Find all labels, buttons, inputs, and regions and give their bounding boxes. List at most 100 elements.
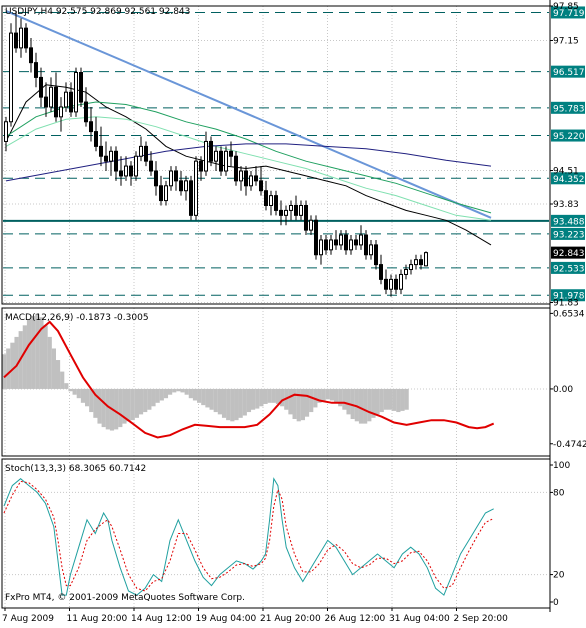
candle-body bbox=[204, 140, 208, 172]
x-axis-tick-label: 7 Aug 2009 bbox=[2, 614, 54, 624]
macd-histogram-bar bbox=[176, 388, 181, 392]
trendline bbox=[5, 10, 492, 219]
candle bbox=[79, 67, 83, 107]
candle-body bbox=[334, 239, 338, 246]
macd-histogram-bar bbox=[10, 342, 15, 389]
macd-histogram-bar bbox=[309, 388, 314, 413]
candle bbox=[19, 18, 23, 58]
candle bbox=[269, 190, 273, 216]
candle-body bbox=[394, 278, 398, 290]
macd-histogram-bar bbox=[371, 388, 376, 418]
stoch-main-line bbox=[3, 477, 494, 596]
candle bbox=[139, 136, 143, 162]
candle bbox=[329, 235, 333, 255]
candle-body bbox=[389, 278, 393, 290]
candle bbox=[349, 235, 353, 255]
macd-histogram-bar bbox=[329, 388, 335, 401]
macd-histogram-bar bbox=[263, 388, 268, 404]
candle bbox=[39, 67, 43, 107]
candle-body bbox=[99, 145, 103, 157]
macd-histogram-bar bbox=[358, 388, 364, 424]
candle-body bbox=[44, 96, 48, 108]
macd-layer bbox=[2, 313, 495, 439]
copyright-label: FxPro MT4, © 2001-2009 MetaQuotes Softwa… bbox=[5, 593, 245, 603]
candle-body bbox=[49, 86, 53, 108]
last-price-label: 92.843 bbox=[553, 249, 585, 259]
candle bbox=[154, 161, 158, 196]
macd-histogram-bar bbox=[35, 313, 40, 389]
candle bbox=[299, 200, 303, 221]
x-axis-tick-label: 31 Aug 04:00 bbox=[389, 614, 450, 624]
macd-histogram-bar bbox=[213, 388, 218, 413]
candle bbox=[54, 72, 58, 122]
x-axis-tick-label: 26 Aug 12:00 bbox=[325, 614, 386, 624]
candle bbox=[224, 146, 228, 176]
macd-histogram-bar bbox=[163, 388, 169, 399]
candle-body bbox=[359, 234, 363, 246]
macd-histogram-bar bbox=[209, 388, 214, 410]
macd-histogram-bar bbox=[93, 388, 98, 418]
macd-histogram-bar bbox=[205, 388, 210, 408]
candle bbox=[374, 239, 378, 270]
macd-histogram-bar bbox=[22, 325, 27, 389]
macd-histogram-bar bbox=[275, 388, 281, 404]
candle-body bbox=[409, 264, 413, 271]
macd-histogram-bar bbox=[288, 388, 293, 415]
candle-body bbox=[19, 27, 23, 49]
candle bbox=[404, 264, 408, 280]
candle-body bbox=[69, 91, 73, 113]
y-axis-tick-label: 91.83 bbox=[553, 299, 579, 309]
candle bbox=[339, 230, 343, 250]
candle-body bbox=[354, 239, 358, 246]
candle bbox=[49, 77, 53, 112]
candle-body bbox=[144, 145, 148, 162]
macd-histogram-bar bbox=[147, 388, 152, 410]
macd-histogram-bar bbox=[172, 388, 177, 393]
candle-body bbox=[379, 264, 383, 280]
candle-body bbox=[374, 244, 378, 266]
macd-histogram-bar bbox=[304, 388, 310, 417]
candle-body bbox=[54, 86, 58, 118]
macd-histogram-bar bbox=[338, 388, 343, 407]
candle bbox=[89, 106, 93, 142]
candle bbox=[314, 215, 318, 260]
last-price-box bbox=[551, 246, 585, 259]
candle-body bbox=[89, 121, 93, 133]
macd-histogram-bar bbox=[134, 388, 139, 418]
macd-histogram-bar bbox=[271, 388, 276, 403]
macd-histogram-bar bbox=[64, 383, 69, 389]
candle bbox=[149, 151, 153, 176]
candle-body bbox=[84, 101, 88, 123]
candle bbox=[394, 274, 398, 295]
candle bbox=[399, 269, 403, 295]
candle bbox=[164, 180, 168, 206]
y-axis-tick-label: 94.51 bbox=[553, 167, 579, 177]
candle bbox=[249, 171, 253, 191]
candle-body bbox=[349, 239, 353, 251]
macd-histogram-bar bbox=[217, 388, 222, 415]
candle-body bbox=[229, 150, 233, 157]
stochastic-layer bbox=[3, 477, 494, 596]
candle-body bbox=[94, 131, 98, 147]
candle bbox=[64, 82, 68, 112]
candle bbox=[389, 274, 393, 297]
candle bbox=[29, 38, 33, 73]
candle bbox=[184, 175, 188, 201]
macd-histogram-bar bbox=[43, 325, 48, 389]
macd-histogram-bar bbox=[379, 388, 384, 413]
candle-body bbox=[309, 219, 313, 231]
candle bbox=[174, 166, 178, 191]
candle bbox=[364, 230, 368, 260]
macd-histogram-bar bbox=[280, 388, 285, 407]
macd-axis-tick-label: 0.6534 bbox=[553, 309, 585, 319]
candle bbox=[409, 259, 413, 275]
candle bbox=[279, 200, 283, 226]
candle-body bbox=[234, 155, 238, 182]
candle-body bbox=[284, 209, 288, 216]
candle bbox=[204, 131, 208, 176]
macd-histogram-bar bbox=[159, 388, 164, 401]
macd-signal-line bbox=[3, 320, 495, 439]
candle-body bbox=[29, 47, 33, 64]
candle bbox=[259, 166, 263, 196]
candle-body bbox=[104, 155, 108, 162]
